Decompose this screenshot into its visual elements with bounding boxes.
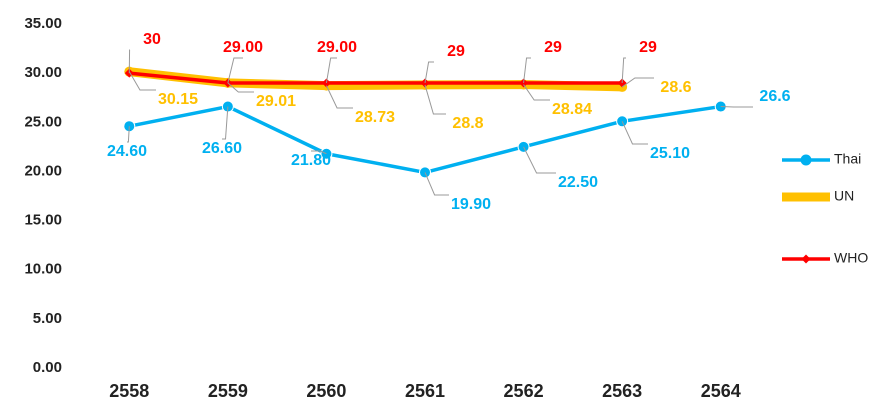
y-tick-label: 35.00	[24, 15, 62, 32]
y-tick-label: 5.00	[33, 310, 62, 327]
data-label: 29.01	[256, 93, 296, 110]
leader-line	[227, 82, 254, 93]
y-tick-label: 20.00	[24, 162, 62, 179]
leader-line	[621, 57, 626, 84]
data-label: 19.90	[451, 196, 491, 213]
leader-line	[523, 146, 556, 174]
data-label: 29	[447, 43, 465, 60]
legend-marker	[801, 254, 811, 264]
data-label: 28.6	[660, 79, 691, 96]
x-tick-label: 2560	[306, 381, 346, 401]
leader-line	[128, 71, 156, 91]
legend-label: UN	[834, 188, 854, 204]
x-tick-label: 2563	[602, 381, 642, 401]
data-label: 24.60	[107, 143, 147, 160]
leader-line	[523, 57, 531, 84]
y-tick-label: 30.00	[24, 64, 62, 81]
y-tick-label: 15.00	[24, 212, 62, 229]
data-label: 29	[544, 39, 562, 56]
data-label: 29	[639, 39, 657, 56]
x-tick-label: 2558	[109, 381, 149, 401]
data-label: 28.8	[452, 115, 483, 132]
y-tick-label: 10.00	[24, 261, 62, 278]
leader-line	[325, 57, 337, 84]
x-tick-label: 2564	[701, 381, 741, 401]
data-label: 26.6	[759, 88, 790, 105]
data-label: 25.10	[650, 145, 690, 162]
x-tick-label: 2559	[208, 381, 248, 401]
data-label: 26.60	[202, 140, 242, 157]
x-tick-label: 2562	[504, 381, 544, 401]
leader-line	[621, 77, 654, 88]
legend-label: WHO	[834, 250, 868, 266]
leader-line	[127, 126, 130, 143]
data-label: 22.50	[558, 174, 598, 191]
data-label: 30	[143, 31, 161, 48]
data-label: 29.00	[223, 39, 263, 56]
leader-line	[311, 150, 327, 155]
leader-line	[227, 57, 243, 84]
y-tick-label: 0.00	[33, 359, 62, 376]
leader-line	[424, 61, 434, 84]
y-tick-label: 25.00	[24, 113, 62, 130]
series-line	[129, 71, 623, 85]
data-label: 30.15	[158, 91, 198, 108]
leader-line	[128, 49, 131, 74]
data-label: 21.80	[291, 152, 331, 169]
leader-line	[621, 121, 648, 145]
legend-label: Thai	[834, 151, 861, 167]
data-label: 28.84	[552, 101, 592, 118]
x-tick-label: 2561	[405, 381, 445, 401]
leader-line	[424, 84, 446, 115]
legend-marker	[800, 154, 812, 166]
leader-line	[424, 172, 449, 196]
leader-line	[523, 84, 550, 101]
leader-line	[222, 106, 229, 140]
data-label: 29.00	[317, 39, 357, 56]
leader-line	[325, 85, 353, 109]
data-label: 28.73	[355, 109, 395, 126]
